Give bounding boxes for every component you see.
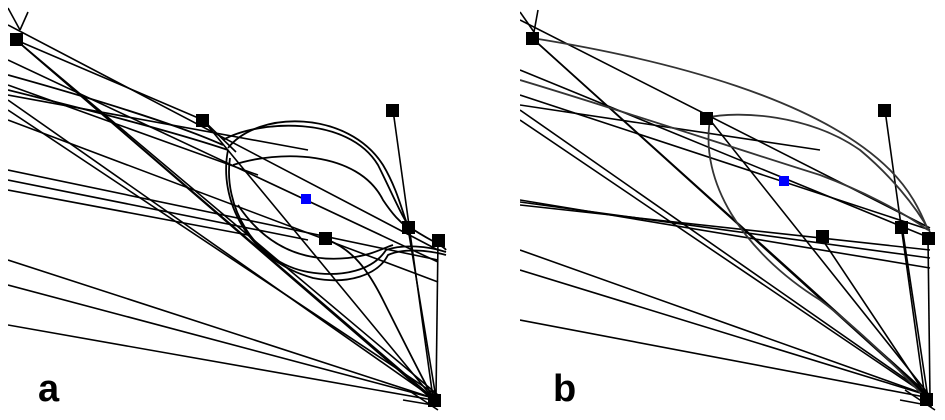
line — [520, 204, 931, 251]
line — [8, 324, 434, 401]
control-point — [432, 234, 445, 247]
lens-outer-lower-2 — [228, 157, 447, 275]
line — [901, 225, 929, 399]
line — [8, 189, 249, 236]
left-curve-2 — [8, 89, 229, 151]
lens-inner-upper — [232, 155, 409, 229]
panel-b-lines — [520, 9, 936, 411]
panel-a-lines — [8, 7, 439, 411]
line — [520, 249, 931, 397]
lens-tail-curve — [327, 239, 434, 399]
line — [520, 269, 931, 397]
control-point — [402, 221, 415, 234]
line — [709, 119, 931, 397]
line — [8, 24, 439, 251]
control-point — [526, 32, 539, 45]
curve-upper — [531, 37, 929, 231]
line — [202, 119, 434, 399]
line — [520, 109, 931, 397]
line — [407, 227, 437, 399]
control-point — [386, 104, 399, 117]
panel-b-drawing — [520, 9, 936, 411]
line — [520, 94, 931, 231]
line — [8, 94, 309, 151]
lens-outer-upper — [227, 120, 447, 251]
panel-label-b: b — [553, 368, 577, 410]
line — [520, 119, 929, 397]
line — [8, 99, 434, 399]
panel-b: b — [520, 0, 945, 420]
control-point — [878, 104, 891, 117]
panel-b-control-points — [526, 32, 935, 406]
lens-inner-lower — [237, 204, 394, 260]
panel-label-a: a — [38, 368, 60, 410]
line — [435, 239, 439, 399]
line — [520, 319, 931, 399]
panel-a-control-points — [10, 33, 445, 407]
control-point — [920, 393, 933, 406]
line — [533, 9, 539, 33]
control-point — [428, 394, 441, 407]
line — [531, 37, 931, 399]
panel-a-drawing — [8, 7, 447, 411]
panel-b-curves — [520, 37, 931, 399]
control-point — [816, 230, 829, 243]
control-point — [10, 33, 23, 46]
line — [884, 109, 926, 399]
line — [8, 284, 434, 399]
control-point — [196, 114, 209, 127]
line — [8, 7, 21, 31]
lens-outer-upper-2 — [222, 124, 414, 233]
control-point — [700, 112, 713, 125]
line — [15, 39, 439, 396]
line — [520, 201, 931, 259]
control-point — [895, 221, 908, 234]
curve-lens-bottom — [707, 119, 926, 399]
line — [520, 11, 535, 33]
line — [520, 69, 931, 239]
line — [19, 11, 29, 31]
line — [8, 259, 434, 399]
line — [8, 109, 439, 397]
line — [15, 39, 434, 401]
center-point — [779, 176, 789, 186]
line — [8, 59, 439, 263]
control-point — [922, 232, 935, 245]
panel-a: a — [8, 0, 448, 420]
curve-lens-top — [704, 113, 931, 233]
line — [927, 237, 931, 399]
line — [15, 39, 204, 121]
curve-left — [520, 79, 929, 231]
line — [819, 235, 929, 399]
center-point — [301, 194, 311, 204]
control-point — [319, 232, 332, 245]
panel-a-lens — [8, 74, 447, 399]
lens-outer-lower — [225, 149, 447, 282]
left-curve-1 — [8, 74, 224, 146]
line — [520, 19, 931, 229]
